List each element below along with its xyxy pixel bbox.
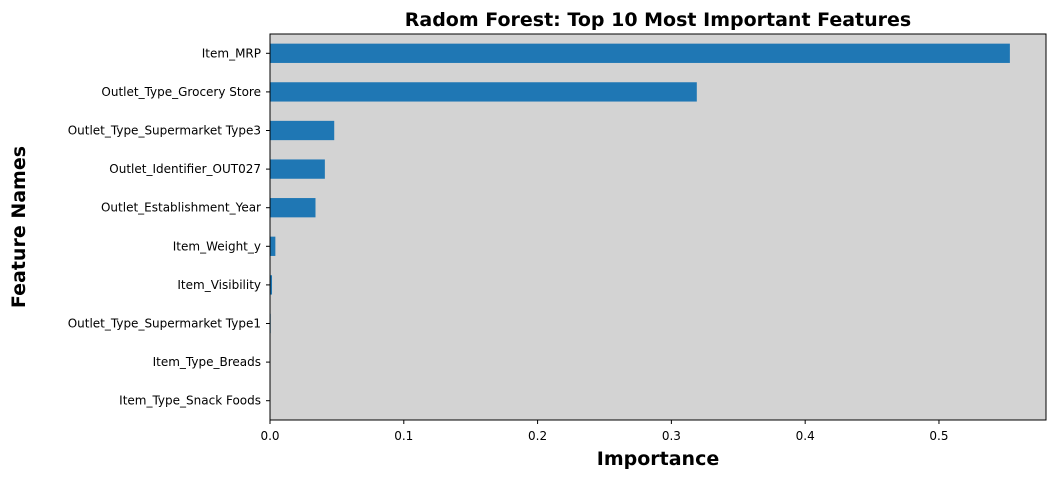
bar-outlet-type-grocery-store <box>270 82 697 101</box>
x-tick-label: 0.2 <box>528 429 547 443</box>
y-tick-label: Outlet_Establishment_Year <box>101 201 261 215</box>
bar-item-weight-y <box>270 237 275 256</box>
y-tick-label: Outlet_Type_Supermarket Type1 <box>68 317 261 331</box>
x-tick-label: 0.5 <box>929 429 948 443</box>
y-tick-label: Outlet_Type_Supermarket Type3 <box>68 124 261 138</box>
bar-outlet-type-supermarket-type3 <box>270 121 334 140</box>
x-tick-label: 0.3 <box>662 429 681 443</box>
bar-item-mrp <box>270 44 1010 63</box>
y-tick-label: Outlet_Type_Grocery Store <box>101 85 261 99</box>
y-axis: Item_MRP Outlet_Type_Grocery Store Outlet_… <box>68 46 270 407</box>
y-tick-label: Item_MRP <box>202 46 261 60</box>
y-tick-label: Item_Type_Snack Foods <box>119 394 261 408</box>
x-axis: 0.0 0.1 0.2 0.3 0.4 0.5 <box>260 420 948 443</box>
bar-outlet-identifier-out027 <box>270 159 325 178</box>
bar-outlet-establishment-year <box>270 198 315 217</box>
x-tick-label: 0.1 <box>394 429 413 443</box>
x-axis-title: Importance <box>597 448 719 470</box>
y-tick-label: Item_Type_Breads <box>153 355 261 369</box>
y-tick-label: Item_Visibility <box>177 278 261 292</box>
y-axis-title: Feature Names <box>8 146 30 308</box>
x-tick-label: 0.0 <box>260 429 279 443</box>
y-tick-label: Outlet_Identifier_OUT027 <box>109 162 261 176</box>
x-tick-label: 0.4 <box>796 429 815 443</box>
y-tick-label: Item_Weight_y <box>173 239 261 253</box>
chart-title: Radom Forest: Top 10 Most Important Feat… <box>405 9 911 31</box>
